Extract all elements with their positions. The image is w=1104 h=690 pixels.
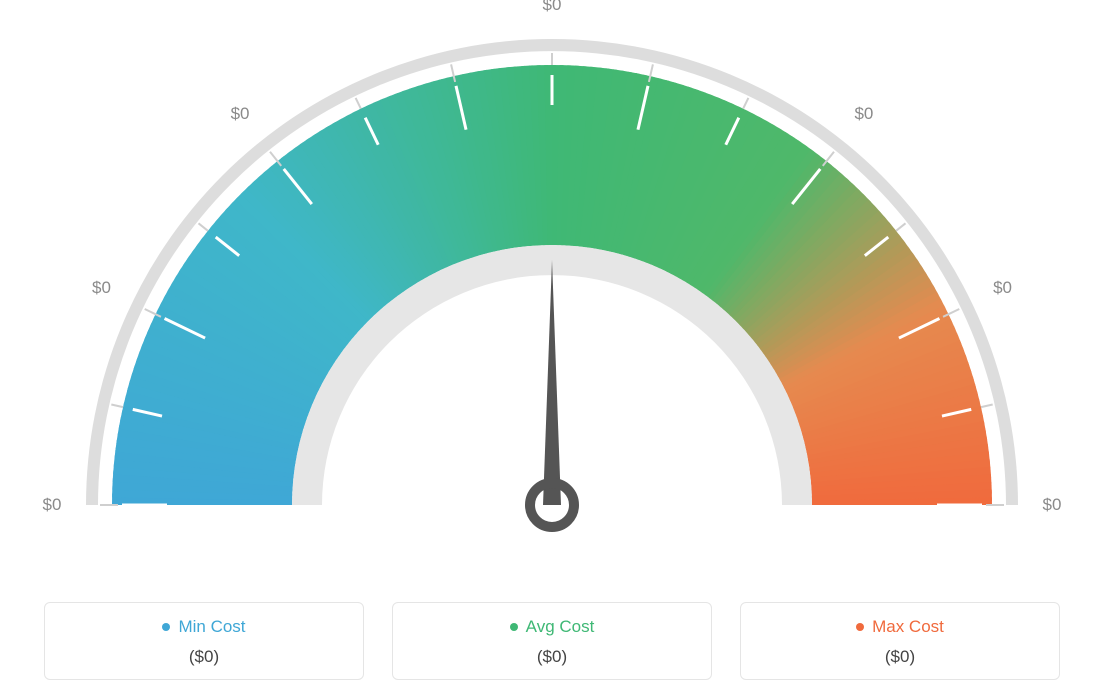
dot-avg [510, 623, 518, 631]
legend-avg-label: Avg Cost [526, 617, 595, 637]
axis-label: $0 [43, 495, 62, 515]
gauge-chart: $0 $0 $0 $0 $0 $0 $0 [0, 0, 1104, 560]
axis-label: $0 [231, 104, 250, 124]
dot-max [856, 623, 864, 631]
axis-label: $0 [92, 278, 111, 298]
legend-max-label: Max Cost [872, 617, 944, 637]
gauge-svg [0, 0, 1104, 560]
axis-label: $0 [854, 104, 873, 124]
legend-max-value: ($0) [761, 647, 1039, 667]
axis-label: $0 [993, 278, 1012, 298]
axis-label: $0 [543, 0, 562, 15]
legend-avg-value: ($0) [413, 647, 691, 667]
legend-card-avg: Avg Cost ($0) [392, 602, 712, 680]
axis-label: $0 [1043, 495, 1062, 515]
legend-row: Min Cost ($0) Avg Cost ($0) Max Cost ($0… [0, 602, 1104, 680]
legend-min-value: ($0) [65, 647, 343, 667]
dot-min [162, 623, 170, 631]
legend-card-min: Min Cost ($0) [44, 602, 364, 680]
legend-card-max: Max Cost ($0) [740, 602, 1060, 680]
legend-min-label: Min Cost [178, 617, 245, 637]
